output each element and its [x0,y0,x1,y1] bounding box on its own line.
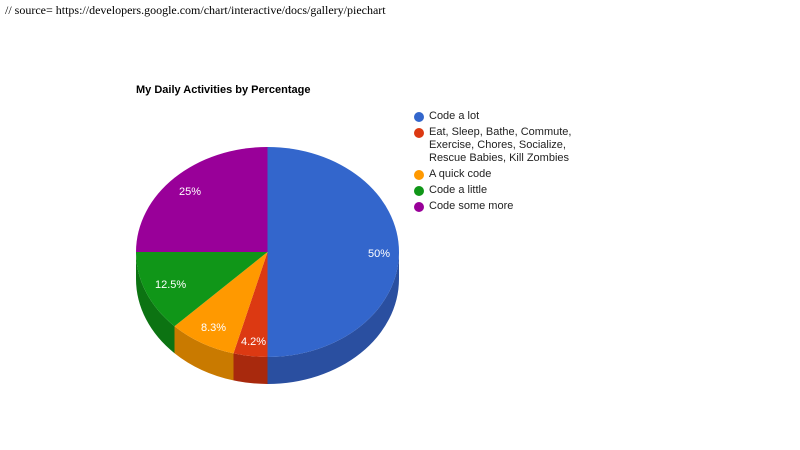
slice-code-a-little[interactable] [136,252,268,327]
legend-swatch-icon [414,112,424,122]
slice-side-eat-sleep [233,353,268,384]
legend-label: Code a lot [429,110,479,123]
slice-side-code-a-little [136,252,175,354]
legend-label-line: Rescue Babies, Kill Zombies [429,152,570,164]
chart-title: My Daily Activities by Percentage [136,84,311,96]
slice-eat-sleep[interactable] [233,252,268,357]
legend-label: Eat, Sleep, Bathe, Commute, Exercise, Ch… [429,126,571,165]
legend: Code a lot Eat, Sleep, Bathe, Commute, E… [414,110,594,216]
slice-quick-code[interactable] [174,252,268,354]
slice-label-eat-sleep: 4.2% [241,336,266,348]
legend-item-quick-code[interactable]: A quick code [414,168,594,181]
legend-label-line: Exercise, Chores, Socialize, [429,139,566,151]
slice-label-quick-code: 8.3% [201,322,226,334]
legend-item-code-a-lot[interactable]: Code a lot [414,110,594,123]
legend-item-code-some-more[interactable]: Code some more [414,200,594,213]
pie-sides [136,252,399,384]
legend-label-line: Code a lot [429,110,480,122]
slice-code-a-lot[interactable] [267,147,400,357]
legend-label-line: Code a little [429,184,488,196]
legend-swatch-icon [414,170,424,180]
legend-item-eat-sleep[interactable]: Eat, Sleep, Bathe, Commute, Exercise, Ch… [414,126,594,165]
slice-code-some-more[interactable] [136,147,268,252]
pie-slices [136,147,399,357]
slice-side-quick-code [174,326,234,381]
legend-swatch-icon [414,128,424,138]
legend-swatch-icon [414,186,424,196]
legend-label: A quick code [429,168,491,181]
legend-item-code-a-little[interactable]: Code a little [414,184,594,197]
slice-label-code-some-more: 25% [179,186,201,198]
source-comment: // source= https://developers.google.com… [5,3,386,17]
slice-side-code-a-lot [267,252,399,384]
slice-labels: 50% 4.2% 8.3% 12.5% 25% [155,186,390,348]
slice-label-code-a-lot: 50% [368,248,390,260]
slice-label-code-a-little: 12.5% [155,279,186,291]
legend-label: Code some more [429,200,513,213]
legend-label-line: Code some more [429,200,514,212]
legend-label-line: Eat, Sleep, Bathe, Commute, [429,126,572,138]
legend-label: Code a little [429,184,487,197]
legend-swatch-icon [414,202,424,212]
legend-label-line: A quick code [429,168,492,180]
